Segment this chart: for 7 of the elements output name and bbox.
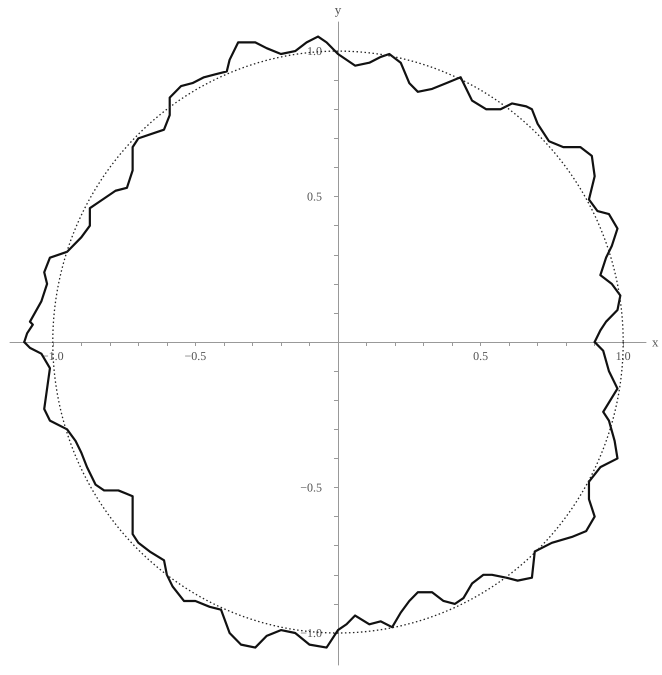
x-tick-label: 1.0 xyxy=(616,349,631,364)
x-tick-label: −0.5 xyxy=(184,349,206,364)
y-axis-title: y xyxy=(334,2,342,17)
x-axis-title: x xyxy=(652,334,659,350)
y-tick-label: 0.5 xyxy=(306,190,322,204)
y-tick-label: −0.5 xyxy=(300,480,322,495)
x-tick-label: 0.5 xyxy=(473,349,488,364)
